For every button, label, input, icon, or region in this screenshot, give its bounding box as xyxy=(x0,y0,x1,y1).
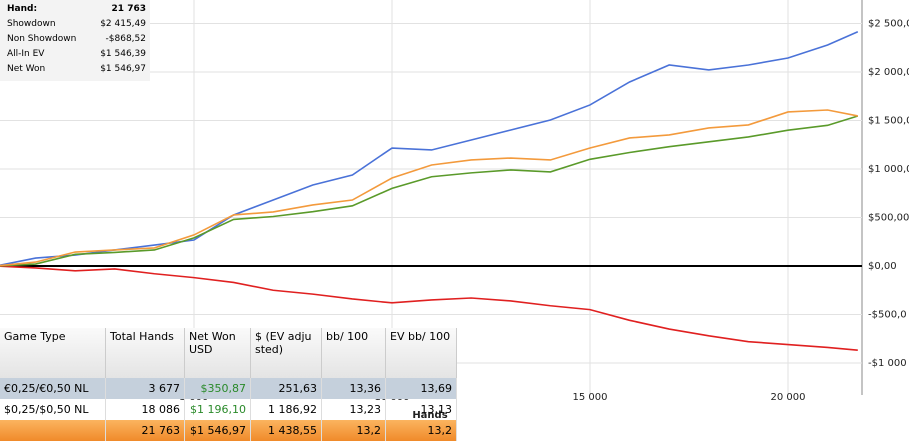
table-cell: $0,25/$0,50 NL xyxy=(0,399,106,420)
series-total: $1 546,97 xyxy=(100,64,146,74)
summary-label: Hand: xyxy=(7,4,38,14)
summary-value: 21 763 xyxy=(111,4,146,14)
series-total: $1 546,39 xyxy=(100,49,146,59)
total-row: 21 763 $1 546,97 1 438,55 13,2 13,2 xyxy=(0,420,457,441)
table-cell: 13,36 xyxy=(321,378,386,399)
table-cell: 13,23 xyxy=(321,399,386,420)
series-total: $2 415,49 xyxy=(100,19,146,29)
table-cell: $1 546,97 xyxy=(184,420,251,441)
table-cell xyxy=(0,420,106,441)
summary-box: Hand: 21 763 Showdown $2 415,49 Non Showdow… xyxy=(0,0,150,81)
series-line xyxy=(0,115,859,267)
series-name: Non Showdown xyxy=(7,34,77,44)
column-header: bb/ 100 xyxy=(321,328,386,378)
series-line xyxy=(0,109,858,267)
table-cell: $350,87 xyxy=(184,378,251,399)
table-cell: 13,2 xyxy=(385,420,457,441)
table-cell: 13,13 xyxy=(385,399,457,420)
table-row: €0,25/€0,50 NL 3 677 $350,87 251,63 13,36 13,… xyxy=(0,378,457,399)
x-tick-label: 15 000 xyxy=(572,392,607,403)
column-header: Total Hands xyxy=(105,328,185,378)
table-cell: €0,25/€0,50 NL xyxy=(0,378,106,399)
y-tick-label: $1 500,0 xyxy=(868,115,909,126)
summary-row: All-In EV $1 546,39 xyxy=(0,48,150,63)
y-tick-label: $1 000,0 xyxy=(868,164,909,175)
x-tick-label: 20 000 xyxy=(770,392,805,403)
table-cell: 1 186,92 xyxy=(250,399,322,420)
y-tick-label: $500,00 xyxy=(868,212,909,223)
column-header: Game Type xyxy=(0,328,106,378)
summary-row: Non Showdown -$868,52 xyxy=(0,33,150,48)
table-cell: 3 677 xyxy=(105,378,185,399)
column-header: EV bb/ 100 xyxy=(385,328,457,378)
series-total: -$868,52 xyxy=(105,34,146,44)
y-tick-label: -$1 000 xyxy=(868,358,907,369)
series-name: All-In EV xyxy=(7,49,45,59)
series-name: Showdown xyxy=(7,19,56,29)
table-cell: $1 196,10 xyxy=(184,399,251,420)
table-cell: 13,69 xyxy=(385,378,457,399)
series-line xyxy=(0,30,859,266)
summary-row: Showdown $2 415,49 xyxy=(0,18,150,33)
y-tick-label: -$500,0 xyxy=(868,309,907,320)
summary-row: Net Won $1 546,97 xyxy=(0,63,150,78)
summary-row: Hand: 21 763 xyxy=(0,3,150,18)
y-tick-label: $2 500,0 xyxy=(868,18,909,29)
table-cell: 251,63 xyxy=(250,378,322,399)
table-cell: 18 086 xyxy=(105,399,185,420)
series-name: Net Won xyxy=(7,64,46,74)
column-header: Net Won USD xyxy=(184,328,251,378)
series-line xyxy=(0,265,858,351)
y-tick-label: $0,00 xyxy=(868,261,897,272)
table-row: $0,25/$0,50 NL 18 086 $1 196,10 1 186,92 13,… xyxy=(0,399,457,420)
table-cell: 1 438,55 xyxy=(250,420,322,441)
table-cell: 13,2 xyxy=(321,420,386,441)
table-cell: 21 763 xyxy=(105,420,185,441)
column-header: $ (EV adjusted) xyxy=(250,328,322,378)
y-tick-label: $2 000,0 xyxy=(868,67,909,78)
stats-table: Game Type Total Hands Net Won USD $ (EV adj… xyxy=(0,328,457,441)
